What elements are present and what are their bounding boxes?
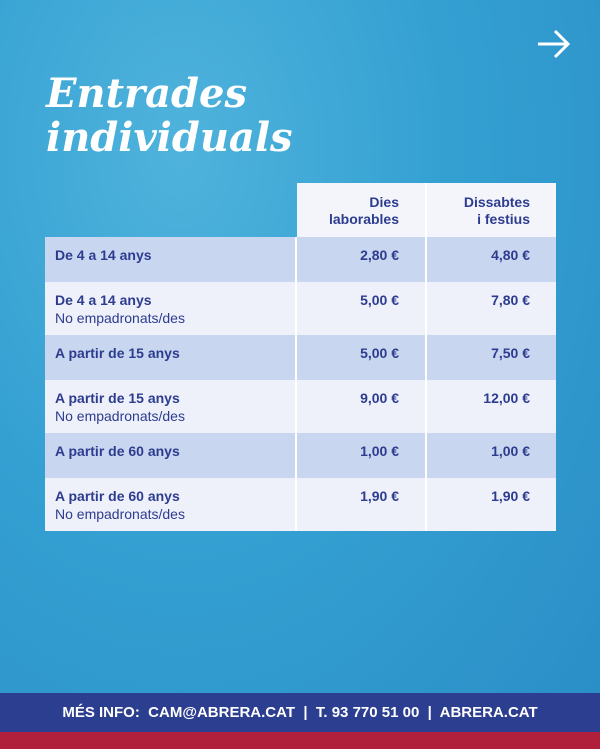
- footer-strip: [0, 732, 600, 749]
- title-line: Entrades: [46, 70, 247, 117]
- price-cell: 1,00 €: [491, 443, 530, 459]
- row-label: A partir de 15 anys: [55, 345, 180, 361]
- table-row: De 4 a 14 anys No empadronats/des 5,00 € 7,…: [45, 282, 556, 335]
- price-cell: 5,00 €: [297, 282, 427, 335]
- price-cell: 7,80 €: [491, 292, 530, 308]
- row-label: A partir de 60 anys: [55, 443, 180, 459]
- price-cell: 7,50 €: [491, 345, 530, 361]
- title: Entrades individuals: [46, 72, 293, 160]
- header-row: Dies laborables Dissabtes i festius: [45, 183, 556, 237]
- label-cell: De 4 a 14 anys No empadronats/des: [45, 282, 297, 335]
- row-sublabel: No empadronats/des: [55, 310, 185, 326]
- label-cell: A partir de 15 anys No empadronats/des: [45, 380, 297, 433]
- price-cell: 9,00 €: [297, 380, 427, 433]
- header-cell: Dissabtes i festius: [427, 183, 556, 237]
- row-label: A partir de 15 anys: [55, 390, 180, 406]
- table-row: A partir de 15 anys 5,00 € 7,50 €: [45, 335, 556, 380]
- label-cell: A partir de 60 anys No empadronats/des: [45, 478, 297, 531]
- price-cell: 2,80 €: [297, 237, 427, 282]
- table-row: De 4 a 14 anys 2,80 € 4,80 €: [45, 237, 556, 282]
- row-sublabel: No empadronats/des: [55, 408, 185, 424]
- label-cell: De 4 a 14 anys: [45, 237, 297, 282]
- row-label: A partir de 60 anys: [55, 488, 180, 504]
- price-cell: 4,80 €: [491, 247, 530, 263]
- price-cell: 12,00 €: [483, 390, 530, 406]
- label-cell: A partir de 15 anys: [45, 335, 297, 380]
- row-sublabel: No empadronats/des: [55, 506, 185, 522]
- price-table: Dies laborables Dissabtes i festius De 4…: [45, 183, 556, 531]
- next-arrow[interactable]: [536, 28, 572, 60]
- title-line: individuals: [46, 114, 293, 161]
- table-row: A partir de 60 anys No empadronats/des 1,9…: [45, 478, 556, 531]
- row-label: De 4 a 14 anys: [55, 247, 152, 263]
- table-row: A partir de 15 anys No empadronats/des 9,0…: [45, 380, 556, 433]
- price-cell: 1,00 €: [297, 433, 427, 478]
- price-cell: 1,90 €: [297, 478, 427, 531]
- arrow-icon: [538, 29, 571, 59]
- price-cell: 5,00 €: [297, 335, 427, 380]
- header-cell: Dies laborables: [297, 183, 427, 237]
- label-cell: A partir de 60 anys: [45, 433, 297, 478]
- price-cell: 1,90 €: [491, 488, 530, 504]
- row-label: De 4 a 14 anys: [55, 292, 152, 308]
- footer: MÉS INFO: CAM@ABRERA.CAT | T. 93 770 51 …: [0, 693, 600, 732]
- header-blank: [45, 183, 297, 237]
- table-row: A partir de 60 anys 1,00 € 1,00 €: [45, 433, 556, 478]
